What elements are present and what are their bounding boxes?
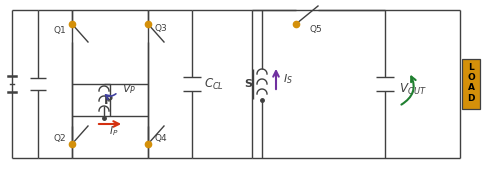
Text: Q5: Q5 <box>310 25 323 34</box>
Text: $I_S$: $I_S$ <box>283 72 293 86</box>
Text: $V_P$: $V_P$ <box>122 82 136 96</box>
Text: P: P <box>104 93 112 106</box>
Text: A: A <box>468 83 474 92</box>
Text: $V_{OUT}$: $V_{OUT}$ <box>399 81 427 96</box>
Text: $I_P$: $I_P$ <box>110 124 118 138</box>
Text: S: S <box>244 79 252 89</box>
Bar <box>462 59 480 109</box>
Text: O: O <box>467 73 475 82</box>
Text: Q2: Q2 <box>54 134 66 142</box>
Text: Q4: Q4 <box>154 134 168 142</box>
FancyArrowPatch shape <box>106 94 116 99</box>
Text: L: L <box>468 63 474 71</box>
Text: $C_{CL}$: $C_{CL}$ <box>204 76 224 92</box>
Text: Q1: Q1 <box>54 26 66 34</box>
Text: D: D <box>467 94 475 103</box>
Text: Q3: Q3 <box>154 23 168 32</box>
FancyArrowPatch shape <box>402 77 415 105</box>
